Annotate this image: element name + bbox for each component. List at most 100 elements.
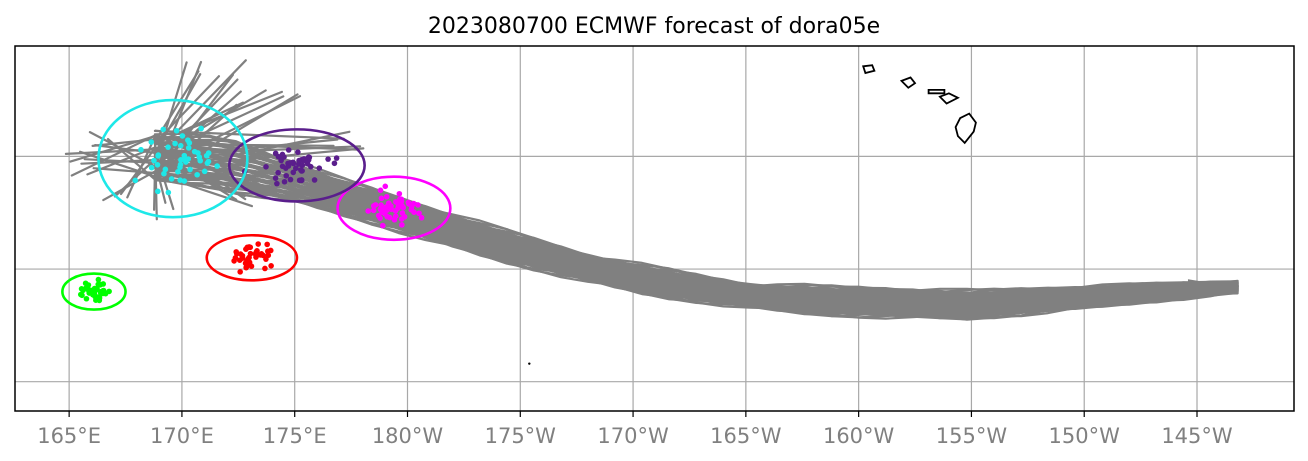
position-point-day7 [168, 176, 175, 182]
position-point-day7 [132, 177, 139, 184]
position-point-day6 [263, 164, 269, 170]
position-point-day5 [392, 207, 399, 214]
position-point-day7 [185, 145, 192, 151]
ensemble-positions [77, 125, 425, 304]
position-point-day5 [384, 207, 390, 213]
position-point-day4 [265, 252, 272, 259]
position-point-day3 [92, 293, 98, 300]
position-point-day5 [375, 212, 382, 219]
position-point-day6 [279, 151, 286, 158]
ensemble-track [153, 137, 1239, 297]
position-point-day6 [293, 165, 299, 172]
position-point-day6 [274, 180, 280, 187]
x-tick-label: 170°W [597, 424, 669, 448]
position-point-day6 [298, 177, 305, 184]
position-point-day4 [244, 257, 250, 264]
position-point-day5 [378, 202, 384, 208]
position-point-day5 [411, 209, 417, 216]
position-point-day7 [177, 177, 183, 183]
map-marker-dot [528, 362, 531, 365]
position-point-day6 [275, 169, 281, 176]
ellipse-day4 [205, 233, 299, 282]
position-point-day5 [382, 183, 389, 190]
position-point-day5 [396, 190, 403, 197]
position-point-day5 [418, 214, 425, 221]
position-point-day6 [287, 176, 294, 183]
position-point-day5 [383, 193, 390, 200]
ellipse-day3 [61, 272, 127, 311]
x-tick-label: 180°W [372, 424, 444, 448]
position-point-day7 [185, 137, 191, 143]
x-tick-label: 145°W [1161, 424, 1233, 448]
position-point-day7 [162, 166, 169, 173]
x-tick-label: 165°E [37, 424, 101, 448]
position-point-day5 [416, 210, 422, 217]
position-point-day5 [397, 196, 403, 202]
ellipse-day6 [227, 128, 366, 203]
position-point-day4 [268, 263, 274, 269]
position-point-day7 [205, 150, 212, 156]
position-point-day6 [283, 172, 290, 179]
position-point-day3 [100, 281, 107, 287]
position-point-day6 [331, 160, 338, 167]
position-point-day7 [155, 188, 161, 195]
position-point-day6 [311, 177, 318, 183]
position-point-day5 [405, 199, 412, 206]
position-point-day7 [148, 139, 155, 145]
position-point-day5 [408, 203, 415, 210]
position-point-day6 [305, 154, 312, 160]
position-point-day5 [399, 222, 405, 228]
position-point-day5 [399, 210, 406, 216]
position-point-day7 [177, 142, 184, 149]
x-tick-label: 165°W [710, 424, 782, 448]
position-point-day3 [91, 285, 98, 292]
position-point-day7 [151, 157, 157, 164]
position-point-day6 [283, 165, 289, 171]
position-point-day7 [161, 170, 167, 177]
position-point-day5 [365, 208, 371, 214]
x-tick-label: 175°W [485, 424, 557, 448]
position-point-day5 [388, 206, 395, 213]
island-molokai [927, 89, 946, 95]
position-point-day6 [272, 175, 279, 181]
island-oahu [899, 76, 917, 89]
position-point-day7 [165, 189, 172, 196]
position-point-day3 [95, 276, 102, 283]
position-point-day5 [370, 207, 377, 214]
x-tick-label: 150°W [1049, 424, 1121, 448]
island-kauai [862, 64, 876, 75]
position-point-day7 [181, 178, 188, 184]
position-point-day6 [333, 155, 340, 161]
island-hawaii [954, 112, 977, 145]
position-point-day5 [377, 187, 384, 194]
ensemble-track [153, 129, 1239, 293]
position-point-day3 [86, 290, 93, 296]
position-point-day7 [179, 133, 186, 139]
position-point-day6 [290, 169, 297, 176]
position-point-day5 [370, 203, 377, 209]
x-tick-label: 160°W [823, 424, 895, 448]
position-point-day3 [79, 292, 85, 299]
position-point-day4 [255, 241, 262, 247]
position-point-day6 [316, 165, 323, 171]
x-tick-label: 175°E [263, 424, 327, 448]
position-point-day6 [301, 157, 308, 164]
position-point-day7 [177, 164, 183, 171]
position-point-day7 [198, 125, 204, 132]
position-point-day6 [297, 167, 304, 173]
position-point-day7 [165, 144, 171, 150]
position-point-day7 [196, 154, 203, 160]
position-point-day5 [391, 216, 398, 223]
position-point-day4 [267, 247, 274, 254]
position-point-day7 [138, 146, 144, 153]
position-point-day7 [172, 140, 178, 147]
position-point-day7 [183, 159, 189, 165]
position-point-day3 [96, 297, 103, 304]
position-point-day3 [83, 295, 90, 302]
position-point-day7 [154, 161, 161, 168]
ellipse-day7 [97, 98, 249, 219]
position-point-day7 [155, 152, 162, 158]
position-point-day6 [281, 178, 288, 185]
position-point-day6 [299, 162, 306, 169]
